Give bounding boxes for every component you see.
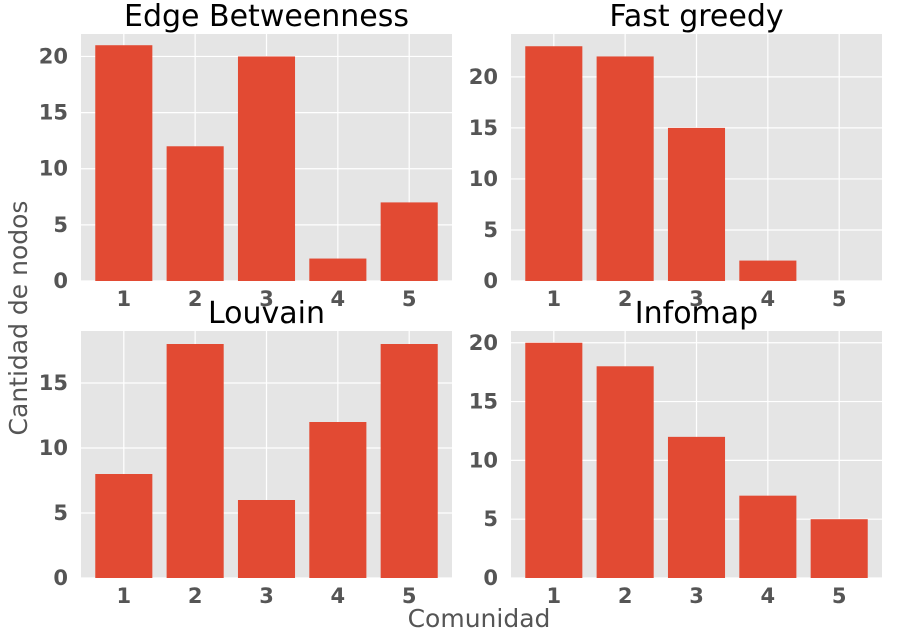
y-tick-label: 15 bbox=[39, 101, 68, 125]
bar bbox=[596, 366, 654, 578]
y-tick-label: 20 bbox=[469, 331, 498, 355]
y-tick-label: 0 bbox=[53, 566, 68, 590]
x-tick-label: 1 bbox=[116, 287, 131, 311]
bar bbox=[525, 46, 583, 282]
chart-panel: 0 5 10 15 20 1 2 3 4 5 Edge Betweenness bbox=[39, 0, 452, 311]
y-tick-label: 15 bbox=[39, 371, 68, 395]
x-tick-label: 5 bbox=[832, 584, 847, 608]
figure-y-axis-label: Cantidad de nodos bbox=[4, 201, 33, 436]
bar bbox=[237, 500, 296, 578]
figure-x-axis-label: Comunidad bbox=[408, 604, 551, 633]
x-tick-label: 3 bbox=[689, 287, 704, 311]
x-tick-label: 3 bbox=[259, 584, 274, 608]
x-tick-label: 5 bbox=[402, 584, 417, 608]
bar bbox=[525, 342, 583, 578]
x-tick-label: 4 bbox=[331, 584, 346, 608]
chart-panel: 0 5 10 15 1 2 3 4 5 Louvain bbox=[39, 296, 452, 608]
y-tick-label: 10 bbox=[469, 448, 498, 472]
y-tick-label: 5 bbox=[483, 507, 498, 531]
x-tick-label: 5 bbox=[832, 287, 847, 311]
bar bbox=[309, 258, 367, 281]
bar bbox=[237, 56, 296, 281]
y-tick-label: 15 bbox=[469, 116, 498, 140]
chart-title: Louvain bbox=[208, 296, 325, 331]
x-tick-label: 1 bbox=[116, 584, 131, 608]
y-tick-label: 10 bbox=[39, 157, 68, 181]
y-tick-label: 20 bbox=[469, 65, 498, 89]
y-tick-label: 20 bbox=[39, 44, 68, 68]
y-tick-label: 10 bbox=[39, 436, 68, 460]
x-tick-label: 4 bbox=[331, 287, 346, 311]
x-tick-label: 4 bbox=[761, 584, 776, 608]
x-tick-label: 2 bbox=[188, 287, 203, 311]
chart-title: Infomap bbox=[635, 296, 758, 331]
y-tick-label: 15 bbox=[469, 390, 498, 414]
bar bbox=[95, 45, 153, 282]
y-tick-label: 0 bbox=[53, 269, 68, 293]
x-tick-label: 1 bbox=[546, 584, 561, 608]
bar bbox=[166, 344, 224, 578]
y-tick-label: 0 bbox=[483, 566, 498, 590]
bar bbox=[380, 344, 438, 578]
x-tick-label: 2 bbox=[188, 584, 203, 608]
x-tick-label: 2 bbox=[618, 287, 633, 311]
bar bbox=[810, 519, 868, 578]
bar bbox=[380, 202, 438, 281]
bar bbox=[95, 474, 153, 578]
x-tick-label: 4 bbox=[761, 287, 776, 311]
chart-title: Edge Betweenness bbox=[124, 0, 409, 34]
chart-panel: 0 5 10 15 20 1 2 3 4 5 Fast greedy bbox=[469, 0, 882, 311]
y-tick-label: 5 bbox=[53, 213, 68, 237]
bar bbox=[739, 260, 797, 281]
x-tick-label: 1 bbox=[546, 287, 561, 311]
bar bbox=[166, 146, 224, 281]
y-tick-label: 10 bbox=[469, 167, 498, 191]
x-tick-label: 2 bbox=[618, 584, 633, 608]
x-tick-label: 3 bbox=[259, 287, 274, 311]
y-tick-label: 5 bbox=[53, 501, 68, 525]
x-tick-label: 5 bbox=[402, 287, 417, 311]
chart-title: Fast greedy bbox=[609, 0, 783, 34]
y-tick-label: 5 bbox=[483, 218, 498, 242]
x-tick-label: 3 bbox=[689, 584, 704, 608]
bar bbox=[309, 422, 367, 578]
bar bbox=[667, 127, 726, 282]
bar bbox=[739, 495, 797, 578]
bar bbox=[596, 56, 654, 281]
bar bbox=[667, 436, 726, 578]
y-tick-label: 0 bbox=[483, 269, 498, 293]
chart-panel: 0 5 10 15 20 1 2 3 4 5 Infomap bbox=[469, 296, 882, 608]
